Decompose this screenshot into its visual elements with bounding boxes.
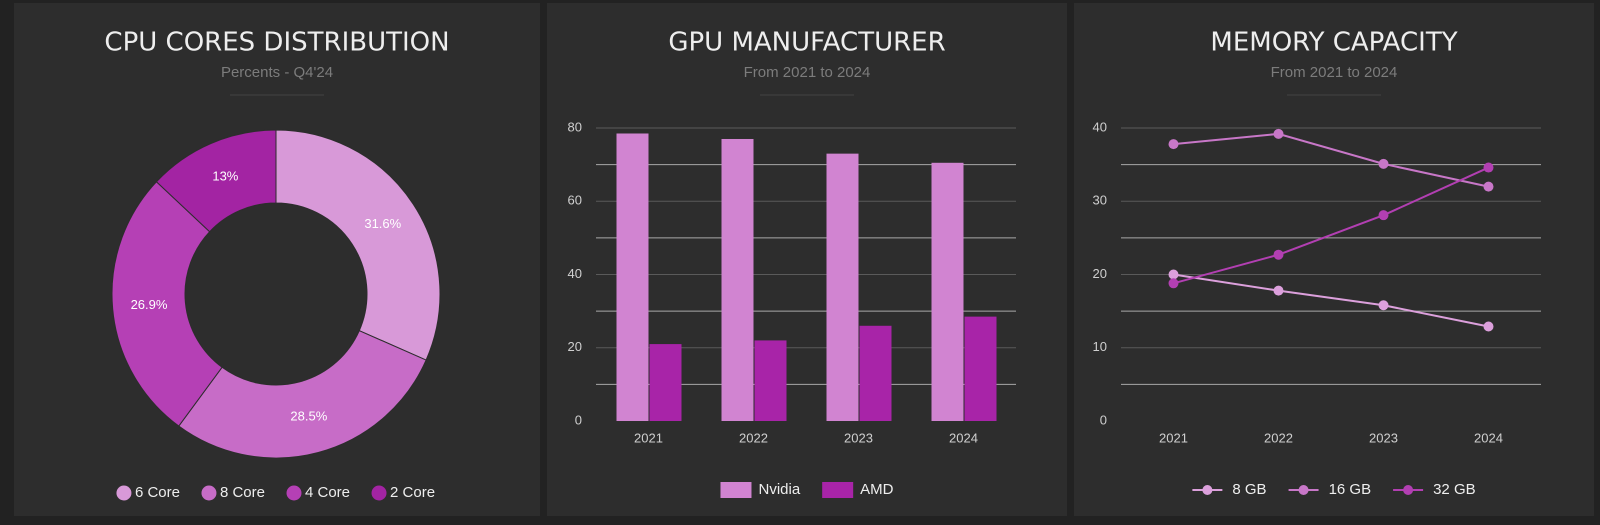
- y-tick-label: 60: [568, 193, 582, 208]
- legend-label: Nvidia: [758, 481, 800, 498]
- y-tick-label: 40: [568, 266, 582, 281]
- legend-swatch: [822, 482, 854, 498]
- x-tick-label: 2021: [634, 430, 663, 445]
- panel: [1074, 3, 1594, 516]
- legend-swatch: [1403, 485, 1414, 495]
- y-tick-label: 0: [1100, 412, 1107, 427]
- y-tick-label: 80: [568, 119, 582, 134]
- legend-swatch: [201, 485, 217, 501]
- point: [1168, 139, 1179, 150]
- bar: [721, 138, 754, 422]
- legend-label: 8 GB: [1232, 481, 1266, 498]
- legend-label: 16 GB: [1329, 481, 1372, 498]
- bar: [826, 153, 859, 421]
- chart-title: MEMORY CAPACITY: [1210, 28, 1457, 58]
- point: [1273, 285, 1284, 296]
- y-tick-label: 40: [1093, 119, 1107, 134]
- chart-subtitle: From 2021 to 2024: [1271, 64, 1398, 81]
- legend-label: 2 Core: [390, 484, 435, 501]
- y-tick-label: 20: [568, 339, 582, 354]
- point: [1273, 128, 1284, 139]
- y-tick-label: 0: [575, 412, 582, 427]
- legend-swatch: [1298, 485, 1309, 495]
- legend-swatch: [720, 482, 752, 498]
- bar: [616, 133, 649, 421]
- pie-slice: [275, 129, 441, 361]
- x-tick-label: 2023: [844, 430, 873, 445]
- slice-label: 13%: [212, 168, 238, 183]
- legend-label: AMD: [860, 481, 894, 498]
- point: [1483, 321, 1494, 332]
- y-tick-label: 30: [1093, 193, 1107, 208]
- x-tick-label: 2022: [1264, 430, 1293, 445]
- point: [1483, 162, 1494, 173]
- point: [1168, 269, 1179, 280]
- legend-label: 8 Core: [220, 484, 265, 501]
- line: [1173, 132, 1489, 188]
- pie-slice: [178, 330, 427, 459]
- point: [1378, 158, 1389, 169]
- legend-swatch: [1202, 485, 1213, 495]
- legend-swatch: [286, 485, 302, 501]
- line: [1173, 166, 1489, 285]
- x-tick-label: 2021: [1159, 430, 1188, 445]
- x-tick-label: 2023: [1369, 430, 1398, 445]
- legend-swatch: [116, 485, 132, 501]
- bar: [931, 162, 964, 421]
- point: [1483, 181, 1494, 192]
- bar: [964, 316, 997, 421]
- x-tick-label: 2022: [739, 430, 768, 445]
- bar: [754, 340, 787, 421]
- point: [1168, 278, 1179, 289]
- legend-label: 32 GB: [1433, 481, 1476, 498]
- x-tick-label: 2024: [949, 430, 978, 445]
- bar: [859, 325, 892, 421]
- slice-label: 26.9%: [131, 297, 168, 312]
- slice-label: 31.6%: [364, 216, 401, 231]
- point: [1273, 249, 1284, 260]
- slice-label: 28.5%: [290, 409, 327, 424]
- y-tick-label: 20: [1093, 266, 1107, 281]
- legend-label: 4 Core: [305, 484, 350, 501]
- x-tick-label: 2024: [1474, 430, 1503, 445]
- line: [1173, 273, 1489, 328]
- chart-subtitle: From 2021 to 2024: [744, 64, 871, 81]
- legend-swatch: [371, 485, 387, 501]
- point: [1378, 300, 1389, 311]
- chart-title: CPU CORES DISTRIBUTION: [104, 28, 449, 58]
- chart-subtitle: Percents - Q4'24: [221, 64, 333, 81]
- y-tick-label: 10: [1093, 339, 1107, 354]
- pie-slice: [155, 129, 277, 233]
- bar: [649, 344, 682, 421]
- pie-slice: [111, 181, 223, 427]
- legend-label: 6 Core: [135, 484, 180, 501]
- point: [1378, 210, 1389, 221]
- chart-title: GPU MANUFACTURER: [668, 28, 945, 58]
